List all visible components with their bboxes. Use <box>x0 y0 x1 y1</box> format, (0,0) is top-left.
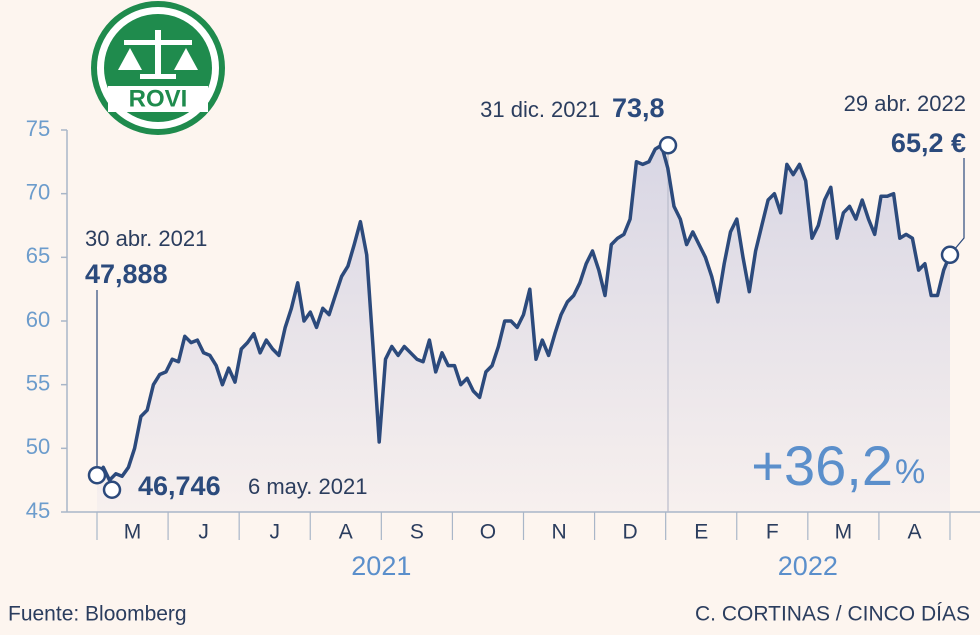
annotation-value: 46,746 <box>138 471 221 501</box>
x-tick-label: O <box>480 521 496 544</box>
x-tick-label: M <box>835 521 853 544</box>
x-tick-label: N <box>551 521 566 544</box>
y-tick-label: 70 <box>26 179 50 204</box>
x-tick-label: A <box>907 521 921 544</box>
logo-scales <box>118 30 198 79</box>
source: Fuente: Bloomberg <box>8 603 187 626</box>
logo-band <box>108 86 208 112</box>
annotation-value: 47,888 <box>85 259 168 289</box>
logo-text: ROVI <box>129 85 188 112</box>
area <box>97 145 950 513</box>
change-unit: % <box>895 453 925 491</box>
x-tick-label: E <box>694 521 708 544</box>
annotation-value: 65,2 € <box>891 128 966 158</box>
price-line <box>95 143 952 482</box>
x-tick-label: D <box>623 521 638 544</box>
marker <box>940 245 960 265</box>
x-group-label: 2022 <box>778 551 838 581</box>
y-tick-label: 45 <box>26 498 50 523</box>
x-tick-label: J <box>269 521 280 544</box>
x-tick-label: M <box>124 521 142 544</box>
x-group-label: 2021 <box>351 551 411 581</box>
x-tick-label: J <box>198 521 209 544</box>
x-tick-label: F <box>766 521 779 544</box>
marker <box>658 136 678 155</box>
annotation-value: 73,8 <box>612 93 665 123</box>
y-tick-label: 75 <box>26 116 50 141</box>
y-tick-label: 65 <box>26 243 50 268</box>
x-tick-label: S <box>410 521 424 544</box>
annotation-date: 6 may. 2021 <box>248 474 367 499</box>
marker <box>102 480 122 500</box>
change-value: +36,2 <box>751 434 893 497</box>
annotation-date: 30 abr. 2021 <box>85 226 207 251</box>
annotation-date: 31 dic. 2021 <box>480 97 600 122</box>
credit: C. CORTINAS / CINCO DÍAS <box>695 603 970 626</box>
y-tick-label: 60 <box>26 307 50 332</box>
annotation-date: 29 abr. 2022 <box>844 91 966 116</box>
y-tick-label: 55 <box>26 370 50 395</box>
y-tick-label: 50 <box>26 434 50 459</box>
x-tick-label: A <box>339 521 353 544</box>
marker <box>87 465 107 485</box>
logo: ROVI <box>91 1 225 135</box>
